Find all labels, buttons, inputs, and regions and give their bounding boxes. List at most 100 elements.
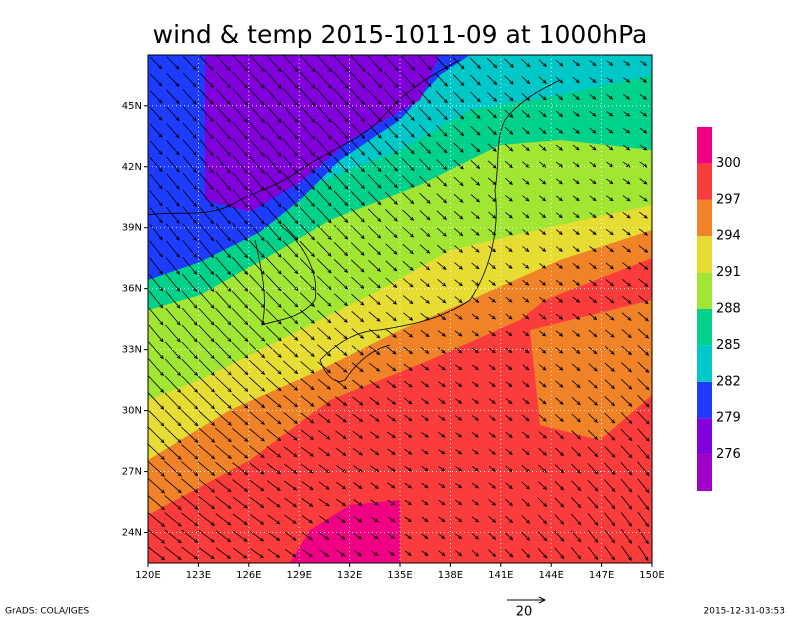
wind-vector [488, 313, 496, 320]
wind-vector [387, 533, 396, 540]
wind-vector [588, 396, 598, 406]
wind-vector [401, 123, 415, 138]
wind-vector [182, 89, 197, 105]
wind-vector [452, 56, 465, 70]
wind-vector [334, 379, 348, 390]
wind-vector [572, 212, 580, 219]
wind-vector [471, 432, 479, 438]
wind-vector [249, 223, 265, 242]
wind-vector [606, 111, 614, 117]
wind-vector [404, 516, 412, 523]
wind-vector [606, 127, 614, 134]
wind-vector [147, 409, 165, 427]
wind-vector [404, 482, 413, 489]
wind-vector [505, 228, 513, 236]
wind-vector [283, 360, 299, 375]
wind-vector [335, 464, 347, 473]
wind-vector [588, 379, 598, 389]
wind-vector [420, 364, 430, 371]
wind-vector [639, 94, 648, 100]
wind-vector [299, 189, 316, 207]
wind-vector [521, 431, 530, 439]
wind-vector [301, 498, 314, 507]
wind-vector [333, 156, 349, 173]
wind-vector [620, 378, 633, 390]
wind-vector [589, 144, 597, 151]
wind-vector [589, 262, 597, 270]
wind-vector [182, 206, 198, 225]
wind-vector [166, 73, 180, 87]
wind-vector [367, 208, 382, 223]
wind-vector [198, 341, 215, 360]
wind-vector [471, 364, 480, 371]
colorbar-segment [697, 454, 712, 491]
wind-vector [249, 104, 265, 123]
wind-vector [181, 341, 198, 360]
wind-vector [317, 413, 331, 423]
wind-vector [366, 54, 383, 72]
wind-vector [299, 104, 316, 123]
wind-vector [521, 76, 531, 85]
wind-vector [639, 144, 648, 151]
wind-vector [385, 260, 398, 272]
wind-vector [336, 498, 347, 507]
coastline [254, 224, 317, 326]
wind-vector [605, 279, 615, 287]
wind-vector [538, 161, 547, 168]
wind-vector [386, 346, 397, 355]
wind-vector [604, 346, 615, 355]
wind-vector [299, 121, 316, 140]
wind-vector [164, 460, 182, 477]
wind-vector [249, 514, 265, 525]
wind-vector [198, 547, 215, 560]
wind-vector [387, 516, 396, 523]
wind-vector [522, 263, 530, 269]
wind-vector [147, 529, 166, 544]
wind-vector [419, 158, 431, 171]
wind-vector [232, 291, 249, 309]
wind-vector [198, 223, 215, 242]
wind-vector [353, 516, 363, 523]
wind-vector [214, 393, 232, 410]
wind-vector [471, 228, 480, 236]
wind-vector [316, 139, 332, 157]
wind-vector [589, 212, 597, 219]
wind-vector [454, 364, 463, 371]
wind-vector [351, 362, 364, 373]
wind-vector [421, 482, 429, 489]
wind-vector [387, 448, 396, 455]
wind-vector [488, 415, 496, 421]
wind-vector [335, 413, 347, 423]
wind-vector [604, 445, 616, 458]
wind-vector [368, 311, 381, 322]
wind-vector [333, 190, 349, 207]
colorbar-segment [697, 345, 712, 382]
wind-vector [198, 273, 215, 292]
y-tick-label: 39N [122, 223, 142, 234]
wind-vector [335, 447, 347, 456]
wind-vector [572, 127, 580, 134]
wind-vector [402, 278, 414, 288]
wind-vector [215, 155, 231, 174]
wind-vector [555, 76, 564, 84]
wind-vector [589, 94, 597, 100]
wind-vector [265, 257, 282, 275]
wind-vector [333, 71, 349, 89]
wind-vector [488, 465, 496, 472]
wind-vector [452, 74, 465, 87]
wind-vector [555, 93, 564, 101]
wind-vector [284, 497, 298, 508]
wind-vector [606, 178, 614, 185]
wind-vector [587, 446, 599, 458]
wind-vector [265, 325, 282, 342]
wind-vector [266, 394, 282, 408]
wind-vector [420, 312, 430, 321]
wind-vector [317, 378, 331, 390]
wind-vector [266, 497, 281, 508]
wind-vector [421, 533, 429, 540]
wind-vector [215, 513, 232, 526]
wind-vector [605, 296, 615, 304]
wind-vectors [147, 54, 650, 562]
wind-vector [623, 111, 631, 117]
wind-vector [488, 549, 497, 558]
